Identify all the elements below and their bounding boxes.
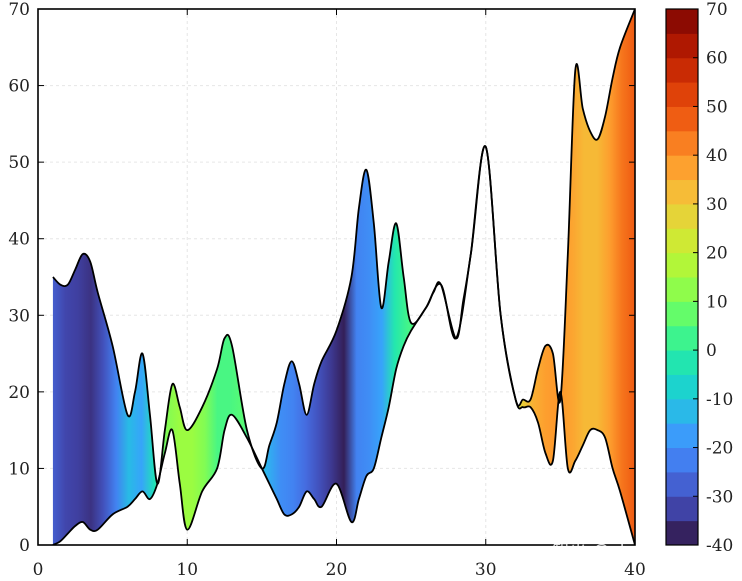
colorbar-tick-label: 0: [706, 341, 717, 361]
colorbar: -40 -30 -20 -10 0 10 20 30 40 50 60 70: [665, 0, 733, 556]
colorbar-frame: [665, 8, 699, 546]
colorbar-tick-label: 10: [706, 292, 728, 312]
x-tick-label: 30: [475, 560, 497, 580]
y-tick-label: 30: [8, 306, 30, 326]
colorbar-segment: [666, 9, 698, 34]
lower-curve: [52, 145, 635, 545]
colorbar-segment: [666, 155, 698, 181]
x-tick-label: 20: [326, 560, 348, 580]
band-fill: [52, 9, 635, 545]
colorbar-segment: [666, 325, 698, 351]
colorbar-segment: [666, 57, 698, 83]
colorbar-segment: [666, 423, 698, 449]
colorbar-segment: [666, 82, 698, 107]
colorbar-tick-label: -40: [706, 536, 733, 556]
y-tick-label: 40: [8, 230, 30, 250]
colorbar-tick-label: 20: [706, 244, 728, 264]
colorbar-tick-label: 60: [706, 49, 728, 69]
colorbar-tick-label: 70: [706, 0, 728, 20]
watermark: 知乎 @slandarer: [552, 541, 695, 561]
colorbar-segment: [666, 350, 698, 375]
colorbar-segment: [666, 471, 698, 497]
y-tick-label: 20: [8, 383, 30, 403]
colorbar-tick-label: -10: [706, 390, 733, 410]
x-tick-label: 40: [624, 560, 646, 580]
colorbar-segment: [666, 33, 698, 59]
colorbar-segment: [666, 447, 698, 473]
axis-ticks: 0 10 20 30 40 0 10 20 30 40 50 60 70: [8, 0, 645, 580]
y-tick-label: 10: [8, 459, 30, 479]
colorbar-segment: [666, 277, 698, 302]
y-tick-label: 60: [8, 77, 30, 97]
colorbar-segment: [666, 130, 698, 156]
colorbar-tick-label: -20: [706, 439, 733, 459]
colorbar-segment: [666, 228, 698, 254]
colorbar-tick-label: 50: [706, 97, 728, 117]
colorbar-segment: [666, 106, 698, 132]
colorbar-tick-label: 30: [706, 195, 728, 215]
colorbar-segment: [666, 374, 698, 400]
upper-curve: [52, 9, 635, 485]
y-tick-label: 50: [8, 153, 30, 173]
colorbar-segment: [666, 496, 698, 522]
colorbar-tick-label: -30: [706, 487, 733, 507]
colorbar-segment: [666, 179, 698, 205]
colorbar-segment: [666, 520, 698, 546]
colorbar-tick-label: 40: [706, 146, 728, 166]
x-tick-label: 10: [176, 560, 198, 580]
band-fills: [52, 9, 635, 545]
colorbar-segment: [666, 252, 698, 278]
colorbar-segment: [666, 203, 698, 229]
boundary-curves: [52, 9, 635, 545]
colorbar-segment: [666, 398, 698, 424]
y-tick-label: 70: [8, 0, 30, 20]
y-tick-label: 0: [19, 536, 30, 556]
colorbar-segment: [666, 301, 698, 327]
x-tick-label: 0: [33, 560, 44, 580]
